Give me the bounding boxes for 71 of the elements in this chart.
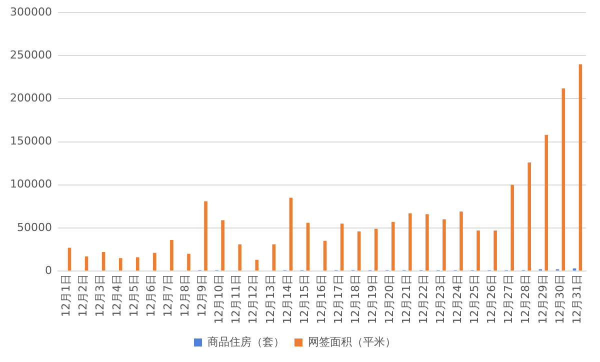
x-tick-label: 12月4日	[110, 274, 124, 318]
bar	[170, 240, 174, 271]
bar	[187, 254, 190, 271]
x-tick-label: 12月10日	[212, 274, 226, 324]
y-tick-label: 100000	[10, 178, 52, 191]
x-tick-label: 12月28日	[519, 274, 532, 324]
bar	[442, 219, 446, 271]
bar	[391, 222, 395, 271]
x-tick-label: 12月25日	[468, 274, 482, 324]
bar	[118, 258, 122, 271]
bar	[84, 256, 88, 271]
x-tick-label: 12月11日	[230, 274, 243, 324]
bar	[323, 240, 327, 271]
y-tick-label: 250000	[10, 48, 52, 62]
bar	[221, 220, 224, 271]
bar	[68, 248, 72, 271]
bar	[102, 252, 106, 271]
y-tick-label: 0	[44, 264, 52, 277]
x-tick-label: 12月5日	[127, 274, 140, 318]
bar	[528, 162, 532, 271]
x-tick-label: 12月22日	[417, 274, 430, 324]
y-tick-label: 150000	[10, 134, 52, 148]
bar	[153, 252, 156, 271]
x-tick-label: 12月12日	[246, 274, 260, 324]
bar	[306, 222, 310, 271]
x-tick-label: 12月17日	[332, 274, 345, 324]
bar	[476, 230, 480, 271]
legend-label: 网签面积（平米）	[308, 335, 396, 348]
bar	[238, 244, 242, 271]
x-tick-label: 12月9日	[196, 274, 209, 318]
x-tick-label: 12月2日	[76, 274, 90, 318]
x-tick-label: 12月20日	[382, 274, 396, 324]
bar	[255, 260, 258, 271]
x-tick-label: 12月13日	[264, 274, 277, 324]
x-tick-label: 12月24日	[451, 274, 464, 324]
x-tick-label: 12月26日	[485, 274, 498, 324]
bar	[272, 244, 276, 271]
x-tick-label: 12月21日	[400, 274, 414, 324]
x-tick-label: 12月8日	[178, 274, 192, 318]
y-tick-label: 200000	[10, 92, 52, 105]
y-tick-label: 300000	[10, 5, 52, 18]
bar	[204, 201, 208, 271]
bar	[494, 230, 497, 271]
bar	[426, 214, 429, 271]
y-tick-label: 50000	[16, 220, 52, 234]
x-tick-label: 12月27日	[502, 274, 516, 324]
x-tick-label: 12月19日	[366, 274, 379, 324]
bar	[340, 224, 344, 271]
x-tick-label: 12月29日	[536, 274, 550, 324]
x-tick-label: 12月1日	[59, 274, 72, 318]
bar	[289, 198, 293, 271]
bar	[510, 184, 514, 271]
x-tick-label: 12月18日	[348, 274, 362, 324]
bar	[136, 257, 140, 271]
x-tick-label: 12月6日	[144, 274, 158, 318]
x-tick-label: 12月31日	[570, 274, 584, 324]
bar	[357, 231, 361, 271]
legend-label: 商品住房（套）	[208, 335, 284, 348]
bar	[374, 228, 378, 271]
x-tick-label: 12月14日	[280, 274, 294, 324]
x-tick-label: 12月16日	[314, 274, 328, 324]
x-tick-label: 12月23日	[434, 274, 448, 324]
bar	[544, 134, 548, 271]
x-tick-label: 12月30日	[553, 274, 566, 324]
bar	[408, 213, 412, 271]
x-tick-label: 12月3日	[93, 274, 106, 318]
bar	[460, 212, 463, 271]
bar	[578, 64, 582, 271]
x-tick-label: 12月7日	[162, 274, 175, 318]
x-tick-label: 12月15日	[298, 274, 311, 324]
bar	[562, 88, 566, 271]
